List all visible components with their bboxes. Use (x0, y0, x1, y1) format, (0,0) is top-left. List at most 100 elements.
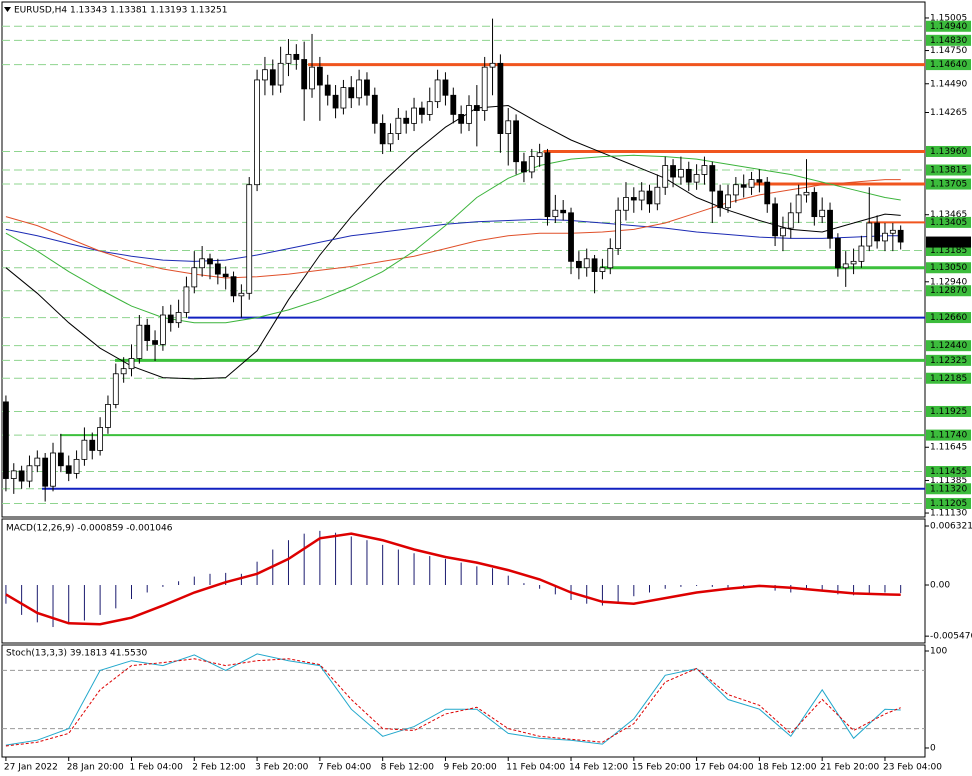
candle-body (780, 227, 786, 237)
candle-body (685, 168, 692, 183)
candle-body (183, 286, 190, 313)
y-tick-label: 1.11385 (930, 476, 967, 486)
indicator-line (5, 154, 901, 324)
level-label-box (926, 312, 971, 324)
level-label-box (926, 216, 971, 228)
candle-body (230, 276, 237, 297)
candle-body (395, 117, 402, 134)
candle-body (57, 452, 64, 467)
candle-body (560, 209, 567, 214)
candle-body (65, 465, 72, 474)
candle-body (191, 267, 198, 288)
candle-body (756, 179, 763, 183)
candle-body (795, 194, 802, 214)
candle-body (528, 156, 535, 173)
x-tick-label: 17 Feb 04:00 (695, 763, 754, 773)
level-label: 1.13185 (930, 246, 967, 256)
candle-body (842, 263, 849, 269)
y-tick-label: 1.14490 (930, 79, 967, 89)
candle-body (105, 404, 111, 428)
candle-body (207, 258, 213, 265)
candle-body (293, 53, 300, 60)
level-label-box (926, 244, 971, 256)
candle-body (583, 258, 590, 269)
candle-body (591, 258, 598, 272)
level-label-box (926, 340, 971, 352)
candle-body (167, 314, 174, 324)
candle-body (159, 314, 166, 345)
candle-body (764, 181, 771, 205)
candle-body (277, 62, 284, 86)
candle-body (450, 94, 457, 115)
candle-body (646, 190, 653, 205)
indicator-line (5, 218, 901, 262)
x-tick-label: 15 Feb 20:00 (632, 763, 691, 773)
level-label: 1.12185 (930, 374, 967, 384)
current-price-label: 1.13251 (930, 238, 967, 248)
candle-body (120, 368, 127, 375)
candle-body (897, 229, 904, 243)
x-tick-label: 11 Feb 04:00 (506, 763, 565, 773)
candle-body (18, 470, 25, 482)
level-label: 1.11455 (930, 467, 967, 477)
candle-body (324, 84, 331, 96)
candle-body (466, 105, 472, 124)
candle-body (128, 358, 135, 370)
candle-body (411, 107, 417, 124)
candle-body (787, 212, 794, 229)
candle-body (505, 120, 512, 134)
x-tick-label: 8 Feb 12:00 (381, 763, 435, 773)
level-label-box (926, 354, 971, 366)
candle-body (521, 161, 527, 173)
level-label-box (926, 285, 971, 297)
y-tick-label: 1.11130 (930, 509, 967, 519)
candle-body (222, 273, 229, 278)
candle-body (481, 66, 488, 111)
candle-body (568, 212, 574, 262)
level-label: 1.13815 (930, 166, 967, 176)
x-tick-label: 18 Feb 12:00 (757, 763, 816, 773)
candle-body (42, 457, 49, 487)
candle-body (575, 260, 582, 269)
candle-body (403, 117, 410, 124)
level-label-box (926, 20, 971, 32)
y-tick-label: 0 (930, 743, 936, 753)
candle-body (748, 179, 755, 188)
candle-body (254, 79, 260, 186)
candle-body (615, 209, 622, 249)
candle-body (473, 105, 480, 111)
candle-body (34, 457, 41, 467)
stoch-panel (1, 644, 926, 758)
candle-body (73, 458, 80, 474)
level-label-box (926, 466, 971, 478)
candle-body (301, 59, 308, 90)
candle-body (316, 66, 323, 86)
x-tick-label: 1 Feb 04:00 (130, 763, 184, 773)
candle-body (364, 79, 370, 96)
candle-body (81, 439, 88, 460)
level-label: 1.12440 (930, 341, 967, 351)
candle-body (889, 229, 896, 234)
candle-body (434, 79, 441, 103)
candle-body (214, 263, 221, 275)
level-label-box (926, 164, 971, 176)
candle-body (379, 122, 386, 145)
stoch-title: Stoch(13,3,3) 39.1813 41.5530 (6, 649, 147, 659)
candle-body (442, 79, 449, 96)
level-label-box (926, 145, 971, 157)
level-label: 1.13960 (930, 147, 967, 157)
candle-body (670, 165, 676, 178)
level-label: 1.11740 (930, 431, 967, 441)
candle-body (269, 69, 276, 86)
candle-body (175, 312, 182, 324)
candle-body (552, 209, 559, 218)
x-tick-label: 9 Feb 20:00 (443, 763, 497, 773)
candle-body (772, 203, 778, 237)
symbol-menu-icon[interactable] (4, 7, 11, 12)
candle-body (497, 62, 504, 134)
candle-body (356, 79, 363, 99)
level-label: 1.12870 (930, 286, 967, 296)
candle-body (332, 94, 339, 109)
